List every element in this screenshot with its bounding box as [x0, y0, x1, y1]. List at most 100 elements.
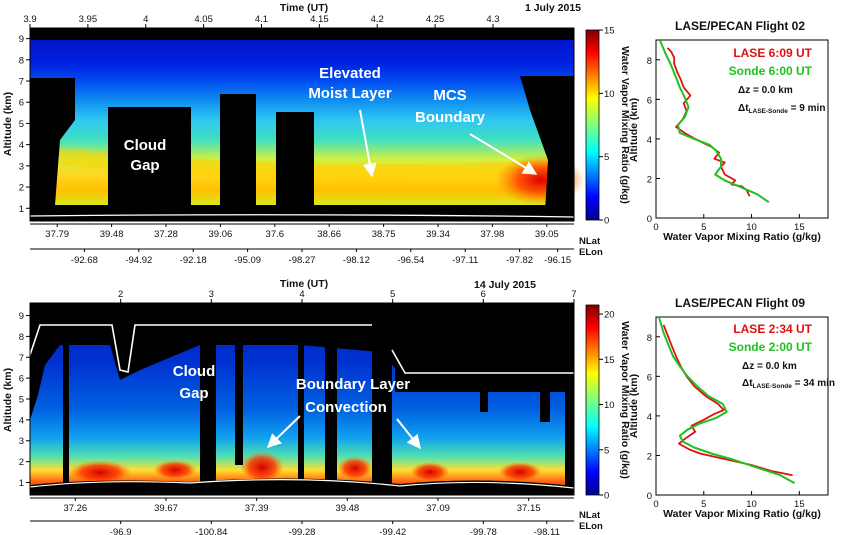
- annotation-gap-1: Gap: [130, 157, 159, 174]
- profile-y-tick-label: 6: [647, 95, 652, 106]
- profile-1-xlabel: Water Vapor Mixing Ratio (g/kg): [663, 231, 821, 243]
- profile-x-tick-label: 10: [746, 222, 757, 233]
- profile-x-tick-label: 15: [794, 222, 805, 233]
- arrow-moist-layer: [359, 109, 377, 178]
- ground-mask-1: [30, 205, 574, 221]
- profile-2-dt-value: = 34 min: [792, 378, 835, 389]
- profile-x-tick-label: 10: [746, 499, 757, 510]
- altitude-tick-label: 3: [19, 161, 24, 172]
- arrow-mcs: [469, 133, 538, 175]
- nlat-tick-label: 38.66: [317, 229, 341, 240]
- time-tick-label: 4.25: [426, 14, 445, 25]
- elon-tick-label: -99.78: [470, 527, 497, 535]
- elon-tick-label: -96.9: [110, 527, 132, 535]
- nlat-tick-label: 39.06: [209, 229, 233, 240]
- time-tick-label: 7: [571, 289, 576, 300]
- nlat-tick-label: 37.6: [266, 229, 285, 240]
- profile-y-tick-label: 0: [647, 214, 652, 225]
- profile-2-legend-lase: LASE 2:34 UT: [733, 322, 812, 336]
- colorbar-tick-label: 0: [604, 491, 609, 502]
- elon-tick-label: -99.42: [379, 527, 406, 535]
- colorbar-tick-label: 5: [604, 152, 609, 163]
- altitude-tick-label: 2: [19, 457, 24, 468]
- profile-2-plot: 0 5 10 15 0 2 4 6 8: [647, 316, 805, 510]
- annotation-cloud-1: Cloud: [124, 137, 167, 154]
- ground-line-2: [29, 479, 575, 489]
- profile-y-tick-label: 8: [647, 333, 652, 344]
- nlat-tick-label: 37.98: [481, 229, 505, 240]
- profile-y-tick-label: 8: [647, 56, 652, 67]
- sonde-profile-line: [657, 316, 796, 484]
- colorbar-tick-label: 15: [604, 26, 615, 37]
- heatmap-1-ylabel: Altitude (km): [2, 92, 14, 156]
- heatmap-2: [29, 302, 575, 496]
- nlat-label: NLat: [579, 510, 601, 521]
- profile-2-legend-sonde: Sonde 2:00 UT: [729, 340, 813, 354]
- altitude-tick-label: 6: [19, 374, 24, 385]
- time-tick-label: 3: [209, 289, 214, 300]
- cloud-gap-mask-1: [108, 107, 191, 217]
- heatmap-2-ylabel: Altitude (km): [2, 368, 14, 432]
- time-tick-label: 4: [299, 289, 304, 300]
- profile-2-title: LASE/PECAN Flight 09: [675, 296, 805, 310]
- elon-tick-label: -100.84: [195, 527, 227, 535]
- profile-2-xlabel: Water Vapor Mixing Ratio (g/kg): [663, 508, 821, 520]
- profile-2-dt-symbol: Δt: [742, 378, 753, 389]
- nlat-tick-label: 37.15: [517, 503, 541, 514]
- arrow-convection-left: [266, 415, 301, 448]
- elon-tick-label: -98.12: [343, 255, 370, 266]
- ground-line-1: [29, 214, 575, 218]
- altitude-tick-label: 7: [19, 77, 24, 88]
- cloud-column-e: [372, 345, 392, 495]
- cloud-column-b: [235, 345, 243, 465]
- convection-cell-4: [337, 454, 373, 478]
- nlat-tick-label: 39.34: [426, 229, 450, 240]
- heatmap-2-altitude-ticks: 1 2 3 4 5 6 7 8 9: [19, 311, 30, 489]
- profile-1-plot: 0 5 10 15 0 2 4 6 8: [647, 39, 805, 233]
- altitude-tick-label: 2: [19, 183, 24, 194]
- annotation-boundary-layer: Boundary Layer: [296, 376, 410, 393]
- annotation-convection: Convection: [305, 399, 387, 416]
- elon-label: ELon: [579, 521, 603, 532]
- time-tick-label: 4.05: [194, 14, 213, 25]
- flight-track-2: [29, 324, 574, 374]
- elon-tick-label: -94.92: [125, 255, 152, 266]
- heatmap-2-time-ticks: 2 3 4 5 6 7: [118, 289, 577, 303]
- nlat-tick-label: 39.05: [535, 229, 559, 240]
- profile-2-dt: ΔtLASE-Sonde = 34 min: [742, 378, 835, 390]
- elon-tick-label: -92.18: [180, 255, 207, 266]
- nlat-tick-label: 37.39: [245, 503, 269, 514]
- annotation-cloud-2: Cloud: [173, 363, 216, 380]
- nlat-tick-label: 37.26: [63, 503, 87, 514]
- colorbar-1-label: Water Vapor Mixing Ratio (g/kg): [619, 46, 631, 204]
- profile-y-tick-label: 4: [647, 412, 652, 423]
- profile-x-tick-label: 5: [701, 499, 706, 510]
- profile-y-tick-label: 4: [647, 135, 652, 146]
- heatmap-1-nav-axes: 37.79 39.48 37.28 39.06 37.6 38.66 38.75 39.34 3…: [30, 223, 603, 266]
- time-tick-label: 4.2: [371, 14, 384, 25]
- cloud-column-f: [480, 392, 488, 412]
- convection-cell-5: [410, 460, 450, 480]
- heatmap-2-date: 14 July 2015: [474, 279, 536, 291]
- sonde-profile-line: [658, 39, 770, 204]
- time-tick-label: 2: [118, 289, 123, 300]
- heatmap-2-xlabel: Time (UT): [280, 278, 328, 290]
- cloud-mask-b: [276, 112, 314, 217]
- elon-tick-label: -96.15: [544, 255, 571, 266]
- cloud-column-d: [325, 345, 337, 485]
- profile-2-dt-subscript: LASE-Sonde: [753, 383, 793, 390]
- profile-1-legend-sonde: Sonde 6:00 UT: [729, 64, 813, 78]
- profile-2-frame: [655, 316, 829, 496]
- elon-tick-label: -92.68: [71, 255, 98, 266]
- heatmap-1: [29, 27, 585, 222]
- nlat-label: NLat: [579, 236, 601, 247]
- altitude-tick-label: 1: [19, 478, 24, 489]
- profile-2-ylabel: Altitude (km): [628, 374, 640, 438]
- altitude-tick-label: 7: [19, 353, 24, 364]
- colorbar-2-ticks: 0 5 10 15 20: [599, 310, 615, 502]
- profile-1-dz: Δz = 0.0 km: [738, 85, 793, 96]
- profile-1-ylabel: Altitude (km): [628, 98, 640, 162]
- colorbar-tick-label: 5: [604, 445, 609, 456]
- colorbar-2: [585, 304, 600, 496]
